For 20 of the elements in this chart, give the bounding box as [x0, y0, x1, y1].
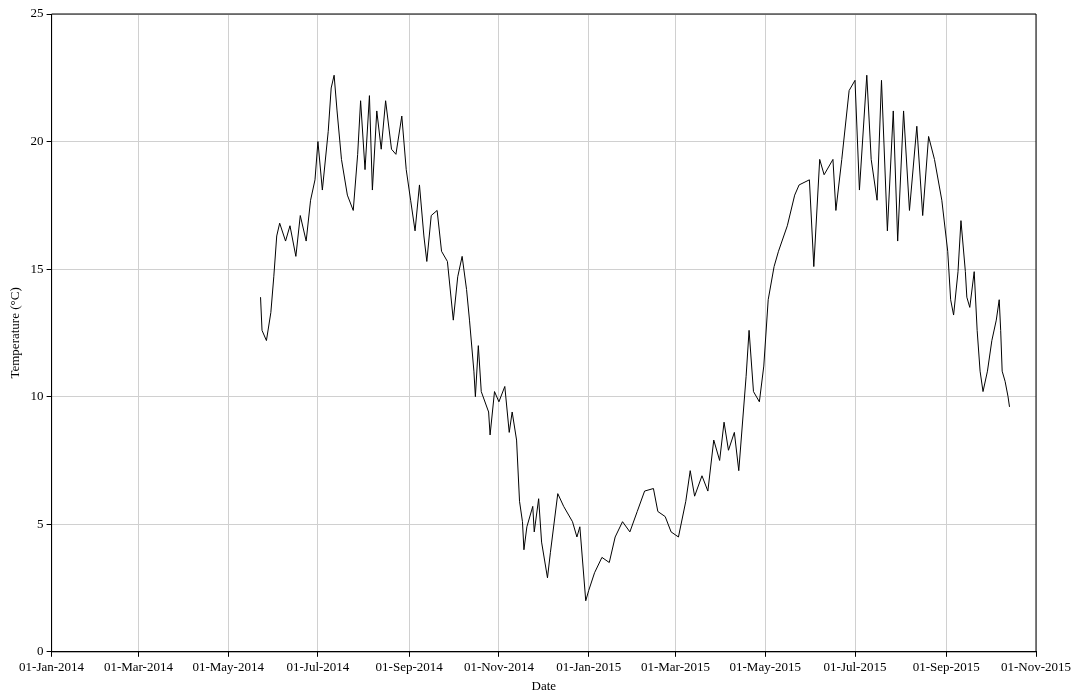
x-tick-label: 01-Nov-2015	[1000, 659, 1072, 675]
x-tick-label: 01-Jan-2015	[556, 659, 622, 675]
x-tick-label: 01-May-2014	[192, 659, 265, 675]
x-tick-label: 01-Nov-2014	[463, 659, 535, 675]
x-tick-label: 01-Jul-2015	[823, 659, 887, 675]
x-tick-label: 01-Sep-2015	[912, 659, 980, 675]
y-axis-title: Temperature (°C)	[7, 287, 23, 379]
x-tick-label: 01-Jul-2014	[286, 659, 350, 675]
x-tick-label: 01-Jan-2014	[19, 659, 85, 675]
y-tick-label: 15	[30, 260, 44, 276]
y-tick-label: 0	[37, 643, 44, 659]
x-tick-label: 01-Mar-2014	[103, 659, 174, 675]
y-tick-label: 20	[30, 132, 44, 148]
x-tick-label: 01-Mar-2015	[640, 659, 711, 675]
y-tick-label: 25	[30, 5, 44, 21]
x-tick-label: 01-May-2015	[729, 659, 801, 675]
x-axis-title: Date	[531, 677, 557, 693]
y-tick-label: 10	[30, 388, 44, 404]
y-tick-label: 5	[37, 515, 44, 531]
x-tick-label: 01-Sep-2014	[375, 659, 444, 675]
